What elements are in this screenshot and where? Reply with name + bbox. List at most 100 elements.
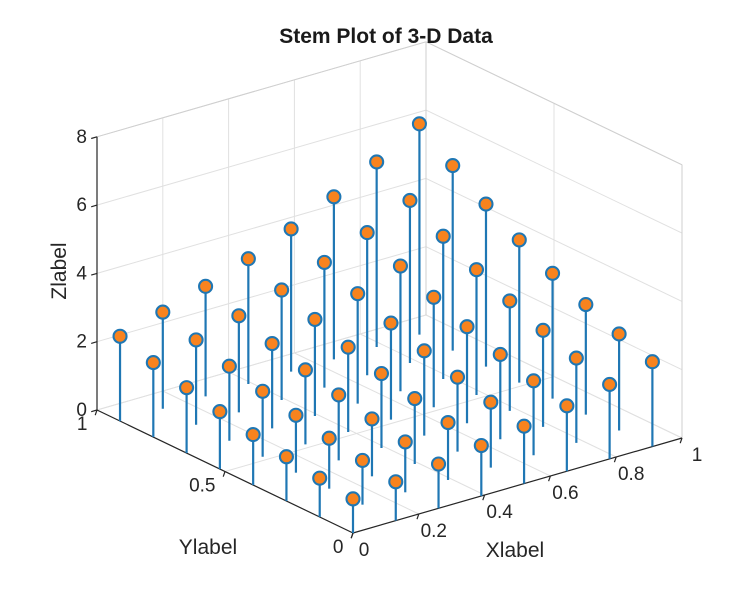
stem-marker: [483, 394, 499, 410]
stem-marker: [145, 355, 161, 371]
stem: [274, 282, 290, 401]
stem: [535, 322, 551, 427]
z-tick-mark: [91, 204, 98, 208]
stem: [492, 346, 508, 440]
stem-marker: [231, 308, 247, 324]
stem: [331, 387, 347, 461]
stem: [359, 225, 375, 376]
stem-marker: [359, 225, 375, 241]
stem-marker: [369, 154, 385, 170]
stem: [435, 228, 451, 379]
stem: [544, 265, 561, 399]
stem-marker: [526, 373, 542, 389]
stem-marker: [397, 434, 413, 450]
x-tick-label: 0.4: [486, 502, 513, 523]
stem: [568, 350, 584, 443]
z-tick-label: 6: [76, 195, 87, 216]
stem: [340, 339, 356, 432]
stem-marker: [492, 346, 508, 362]
stem-marker: [331, 387, 347, 403]
stem-marker: [407, 390, 423, 407]
stem-marker: [416, 343, 432, 359]
stem-marker: [430, 456, 447, 472]
stem-marker: [644, 354, 660, 370]
stem: [440, 414, 456, 480]
stem-marker: [435, 228, 451, 244]
stem: [297, 362, 313, 445]
grid-line-wall-z-right: [425, 314, 683, 439]
stem: [383, 315, 399, 420]
z-tick-mark: [91, 136, 98, 140]
y-tick-mark: [222, 471, 226, 477]
box-edge: [96, 41, 427, 138]
stem-marker: [297, 362, 313, 378]
x-tick-label: 1: [692, 445, 703, 466]
stem: [445, 158, 461, 351]
stem-marker: [388, 474, 404, 490]
stem: [350, 286, 366, 404]
stem: [473, 437, 489, 496]
z-axis-label: Zlabel: [48, 242, 71, 299]
stem: [312, 470, 328, 518]
stem-marker: [449, 369, 466, 385]
stem-marker: [112, 328, 128, 344]
stem: [397, 434, 413, 493]
grid-line-wall-z-left: [96, 177, 427, 274]
grid-line-wall-z-left: [96, 314, 427, 411]
stem-marker: [288, 407, 304, 423]
stem-marker: [312, 470, 328, 486]
x-tick-mark: [548, 475, 551, 482]
stem: [112, 328, 128, 422]
stem-marker: [578, 296, 594, 313]
grid-line-wall-z-left: [96, 246, 427, 343]
z-tick-label: 4: [76, 263, 87, 284]
stem: [388, 474, 404, 521]
z-tick-mark: [91, 409, 98, 413]
stem-marker: [559, 398, 575, 414]
stem: [264, 335, 280, 429]
stem: [221, 358, 237, 441]
y-axis-label: Ylabel: [179, 536, 237, 559]
x-tick-label: 0.2: [421, 521, 447, 542]
stem: [511, 232, 527, 383]
stem-marker: [179, 380, 195, 396]
y-tick-label: 0.5: [189, 476, 215, 497]
stem: [478, 196, 494, 367]
stem: [449, 369, 466, 452]
x-tick-mark: [679, 437, 683, 444]
stem: [373, 365, 390, 448]
stem-marker: [326, 189, 342, 205]
stem: [644, 354, 660, 447]
stem-marker: [478, 196, 494, 212]
grid-line-wall-z-right: [425, 177, 683, 302]
stem: [145, 355, 161, 438]
chart-title: Stem Plot of 3-D Data: [279, 25, 493, 48]
stem-marker: [345, 491, 361, 507]
stem: [430, 456, 447, 509]
grid-line-wall-z-left: [96, 109, 427, 206]
y-tick-label: 0: [333, 537, 344, 558]
stem-marker: [426, 289, 442, 305]
stem: [231, 308, 247, 413]
stem-marker: [340, 339, 356, 355]
x-tick-mark: [416, 513, 420, 520]
stem: [483, 394, 499, 468]
stem: [502, 293, 518, 411]
stem-marker: [155, 304, 171, 320]
stem-marker: [364, 411, 380, 427]
stem: [155, 304, 171, 409]
stem: [278, 449, 294, 502]
stem: [364, 411, 380, 477]
stem-marker: [307, 311, 323, 327]
stem-marker: [611, 326, 627, 342]
stem-marker: [402, 192, 418, 208]
stem: [245, 427, 261, 486]
stem: [345, 491, 361, 533]
stem-marker: [283, 221, 299, 237]
stem: [468, 262, 485, 395]
stem: [255, 383, 271, 457]
stem-marker: [373, 365, 390, 382]
